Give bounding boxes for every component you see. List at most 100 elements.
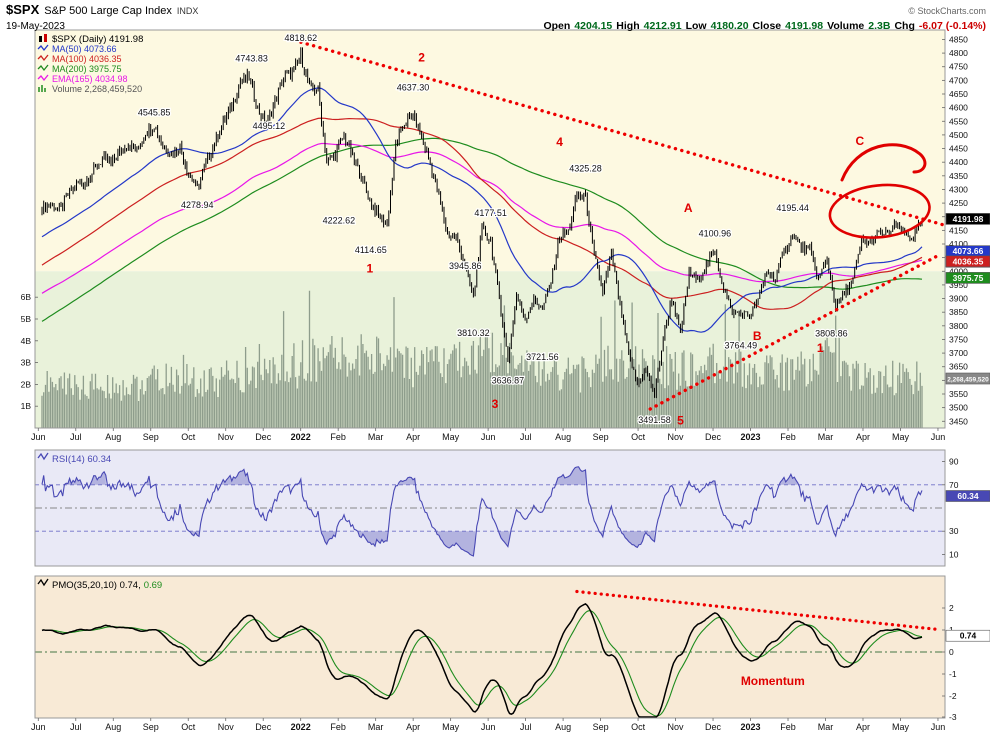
month-label: 2022 — [291, 432, 311, 442]
price-axis-label: 3750 — [949, 334, 968, 344]
ma-legend-icon — [37, 54, 49, 62]
month-label: Jul — [70, 432, 82, 442]
wave-label: 4 — [556, 135, 563, 149]
chart-header: $SPX S&P 500 Large Cap Index INDX © StockC… — [0, 0, 990, 32]
pmo-box-text: 0.74 — [960, 631, 977, 641]
month-label: Dec — [705, 722, 722, 732]
pmo-line — [41, 603, 923, 718]
high-label: High — [616, 20, 640, 32]
price-axis-label: 4000 — [949, 266, 968, 276]
trendline-2 — [648, 253, 941, 411]
main-chart-title: $SPX (Daily) 4191.98 — [52, 34, 143, 45]
price-label: 4114.65 — [355, 245, 387, 255]
wave-label: 2 — [418, 50, 425, 64]
month-label: 2023 — [741, 722, 761, 732]
month-label: Aug — [555, 432, 571, 442]
rsi-title: RSI(14) 60.34 — [52, 454, 111, 465]
month-label: Mar — [818, 432, 834, 442]
price-axis-label: 4500 — [949, 130, 968, 140]
legend-label: MA(50) 4073.66 — [52, 44, 117, 54]
volume-bars — [41, 290, 923, 428]
pmo-trendline — [575, 589, 941, 632]
month-label: Nov — [218, 722, 235, 732]
month-label: May — [892, 432, 910, 442]
price-label: 4743.83 — [235, 53, 268, 63]
month-label: Dec — [255, 722, 272, 732]
price-axis-label: 4250 — [949, 198, 968, 208]
ma50-line — [41, 87, 923, 333]
month-label: Jul — [520, 432, 532, 442]
price-label: 3808.86 — [815, 328, 848, 338]
month-label: Jun — [31, 432, 46, 442]
month-label: Jul — [520, 722, 532, 732]
month-label: 2022 — [291, 722, 311, 732]
wave-label: 1 — [366, 262, 373, 276]
rsi-axis-label: 90 — [949, 457, 959, 467]
volume-axis-label: 1B — [21, 401, 32, 411]
price-label: 3721.56 — [526, 352, 559, 362]
price-label: 3764.49 — [725, 341, 758, 351]
month-label: Nov — [218, 432, 235, 442]
pmo-legend-icon — [37, 578, 49, 587]
rsi-fill — [64, 466, 798, 485]
legend-label: MA(200) 3975.75 — [52, 64, 122, 74]
price-label: 3810.32 — [457, 328, 490, 338]
price-axis-label: 4100 — [949, 239, 968, 249]
chg-value: -6.07 (-0.14%) — [918, 20, 986, 32]
price-box-text: 4036.35 — [953, 256, 984, 266]
title-group: $SPX S&P 500 Large Cap Index INDX — [6, 1, 198, 19]
volume-label: Volume — [827, 20, 865, 32]
pmo-signal-line — [41, 610, 923, 717]
price-axis-label: 3450 — [949, 416, 968, 426]
month-label: May — [442, 432, 460, 442]
price-label: 3945.86 — [449, 261, 482, 271]
price-axis-label: 3850 — [949, 307, 968, 317]
rsi-box — [945, 490, 990, 502]
pmo-axis-label: -2 — [949, 691, 957, 701]
rsi-line — [41, 466, 923, 557]
pmo-box — [945, 629, 990, 642]
wave-label: 1 — [817, 341, 824, 355]
month-label: Dec — [255, 432, 272, 442]
price-label: 4100.96 — [699, 229, 732, 239]
open-value: 4204.15 — [574, 20, 613, 32]
momentum-label: Momentum — [741, 674, 805, 688]
month-label: Sep — [143, 432, 159, 442]
month-label: Aug — [555, 722, 571, 732]
month-label: Jul — [70, 722, 82, 732]
symbol: $SPX — [6, 2, 40, 17]
price-axis-label: 4150 — [949, 225, 968, 235]
month-label: Apr — [856, 722, 870, 732]
pmo-axis-label: -1 — [949, 669, 957, 679]
legend-label: EMA(165) 4034.98 — [52, 74, 128, 84]
month-label: Mar — [368, 432, 384, 442]
rsi-legend-icon — [37, 452, 49, 461]
price-box — [945, 255, 990, 268]
price-label: 4818.62 — [285, 33, 318, 43]
trendline-1 — [299, 40, 946, 227]
pmo-bg — [35, 576, 945, 718]
price-axis-label: 3550 — [949, 389, 968, 399]
month-label: Mar — [368, 722, 384, 732]
candlestick-icon — [44, 34, 47, 42]
volume-value: 2.3B — [868, 20, 891, 32]
candlestick-icon — [39, 36, 42, 42]
volume-box — [945, 372, 990, 385]
price-axis-label: 4450 — [949, 144, 968, 154]
month-label: Apr — [406, 722, 420, 732]
pmo-signal-value: 0.69 — [144, 580, 163, 591]
ma-legend-icon — [37, 74, 49, 82]
month-label: Feb — [780, 722, 796, 732]
price-axis-label: 3650 — [949, 362, 968, 372]
month-label: Feb — [330, 722, 346, 732]
month-label: Apr — [856, 432, 870, 442]
pmo-axis-label: 2 — [949, 603, 954, 613]
wave-label: A — [684, 201, 693, 215]
pmo-panel-border — [34, 575, 946, 719]
pmo-axis-label: 0 — [949, 647, 954, 657]
open-label: Open — [543, 20, 571, 32]
month-label: Sep — [593, 722, 609, 732]
wave-label: 3 — [492, 397, 499, 411]
